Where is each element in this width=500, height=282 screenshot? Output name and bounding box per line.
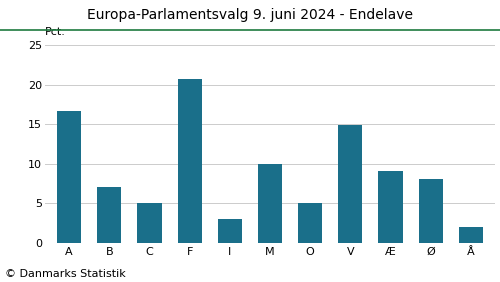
Bar: [218, 219, 242, 243]
Bar: [378, 171, 402, 243]
Bar: [338, 125, 362, 243]
Bar: [57, 111, 81, 243]
Bar: [258, 164, 282, 243]
Bar: [178, 79, 202, 243]
Bar: [97, 187, 122, 243]
Bar: [418, 179, 443, 243]
Bar: [298, 203, 322, 243]
Bar: [459, 227, 483, 243]
Text: Europa-Parlamentsvalg 9. juni 2024 - Endelave: Europa-Parlamentsvalg 9. juni 2024 - End…: [87, 8, 413, 23]
Bar: [138, 203, 162, 243]
Text: © Danmarks Statistik: © Danmarks Statistik: [5, 269, 126, 279]
Text: Pct.: Pct.: [45, 27, 66, 37]
